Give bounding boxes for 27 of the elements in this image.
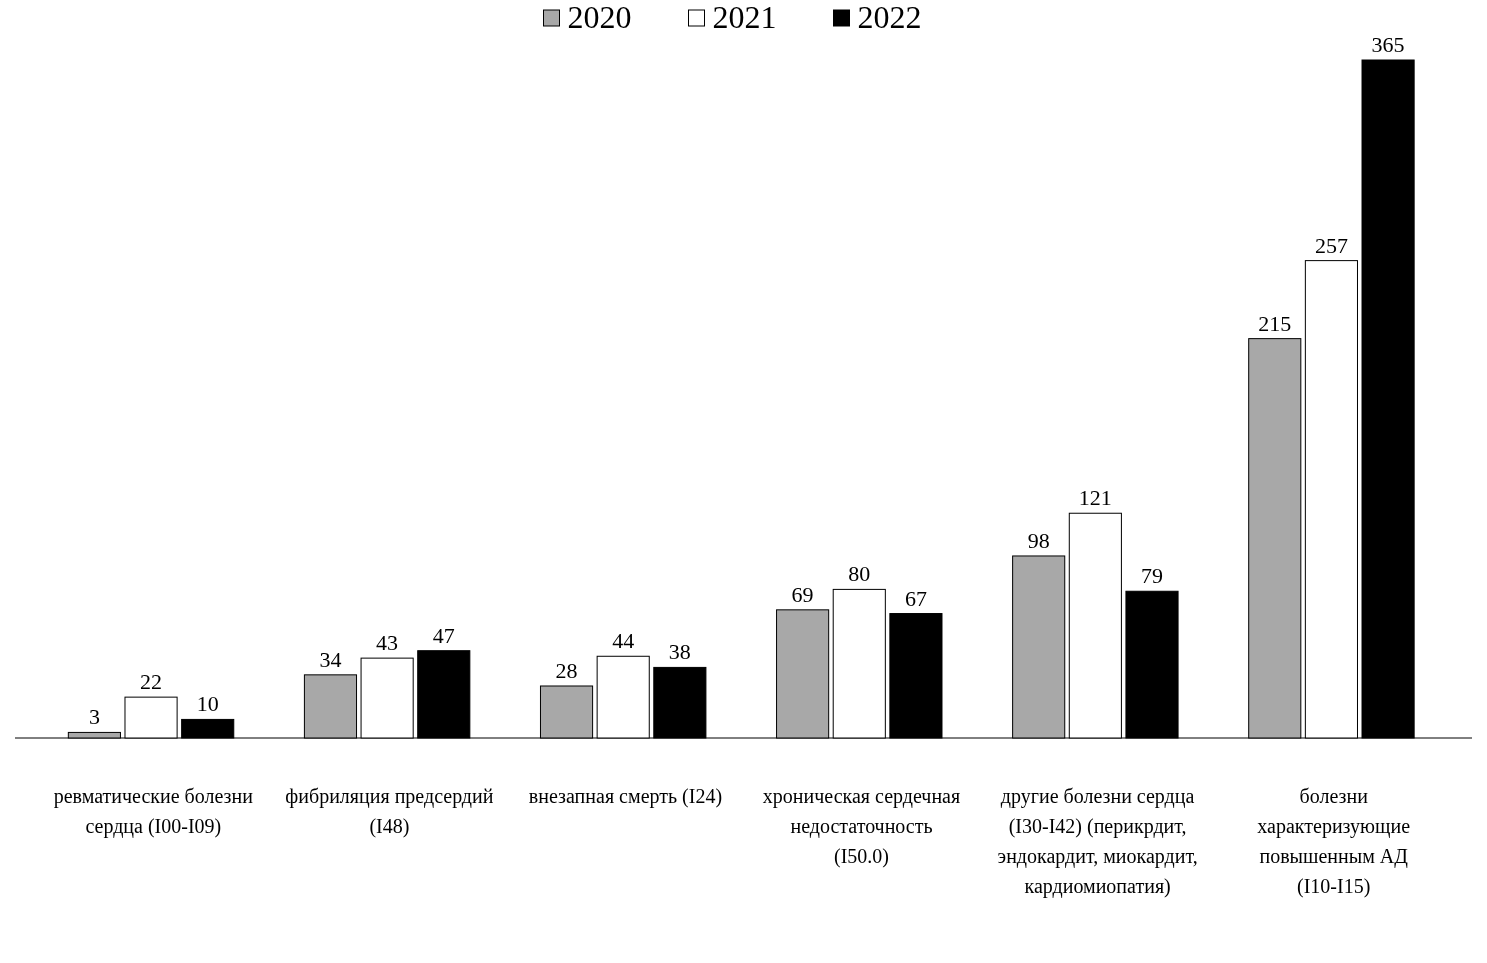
data-label: 44 — [612, 628, 635, 654]
x-tick-label: фибриляция предсердий (I48) — [285, 785, 494, 838]
data-label: 3 — [88, 704, 100, 730]
legend-label: 2022 — [857, 0, 922, 35]
data-label: 79 — [1141, 563, 1163, 589]
data-label: 34 — [319, 646, 342, 672]
data-label: 80 — [848, 561, 871, 587]
data-label: 98 — [1027, 527, 1050, 553]
x-tick-label: болезни характеризующие повышенным АД (I10-I15) — [1257, 785, 1411, 898]
data-label: 69 — [791, 581, 814, 607]
data-label: 121 — [1078, 485, 1112, 511]
x-tick-label: ревматические болезни сердца (I00-I09) — [53, 785, 254, 838]
legend-label: 2020 — [567, 0, 632, 35]
data-label: 10 — [196, 691, 219, 717]
x-tick-label: внезапная смерть (I24) — [528, 785, 723, 808]
data-label: 47 — [432, 622, 455, 648]
data-label: 22 — [140, 669, 163, 695]
data-label: 67 — [904, 585, 927, 611]
data-label: 257 — [1314, 232, 1348, 258]
x-tick-label: хроническая сердечная недостаточность (I50.0) — [762, 785, 961, 868]
data-label: 28 — [555, 657, 578, 683]
legend-label: 2021 — [712, 0, 777, 35]
data-label: 43 — [376, 630, 399, 656]
data-label: 215 — [1258, 310, 1292, 336]
data-label: 365 — [1371, 32, 1405, 57]
x-tick-label: другие болезни сердца (I30-I42) (перикрдит, эндокардит, миокардит, кардиомиопатия) — [997, 785, 1198, 898]
data-label: 38 — [668, 639, 691, 665]
